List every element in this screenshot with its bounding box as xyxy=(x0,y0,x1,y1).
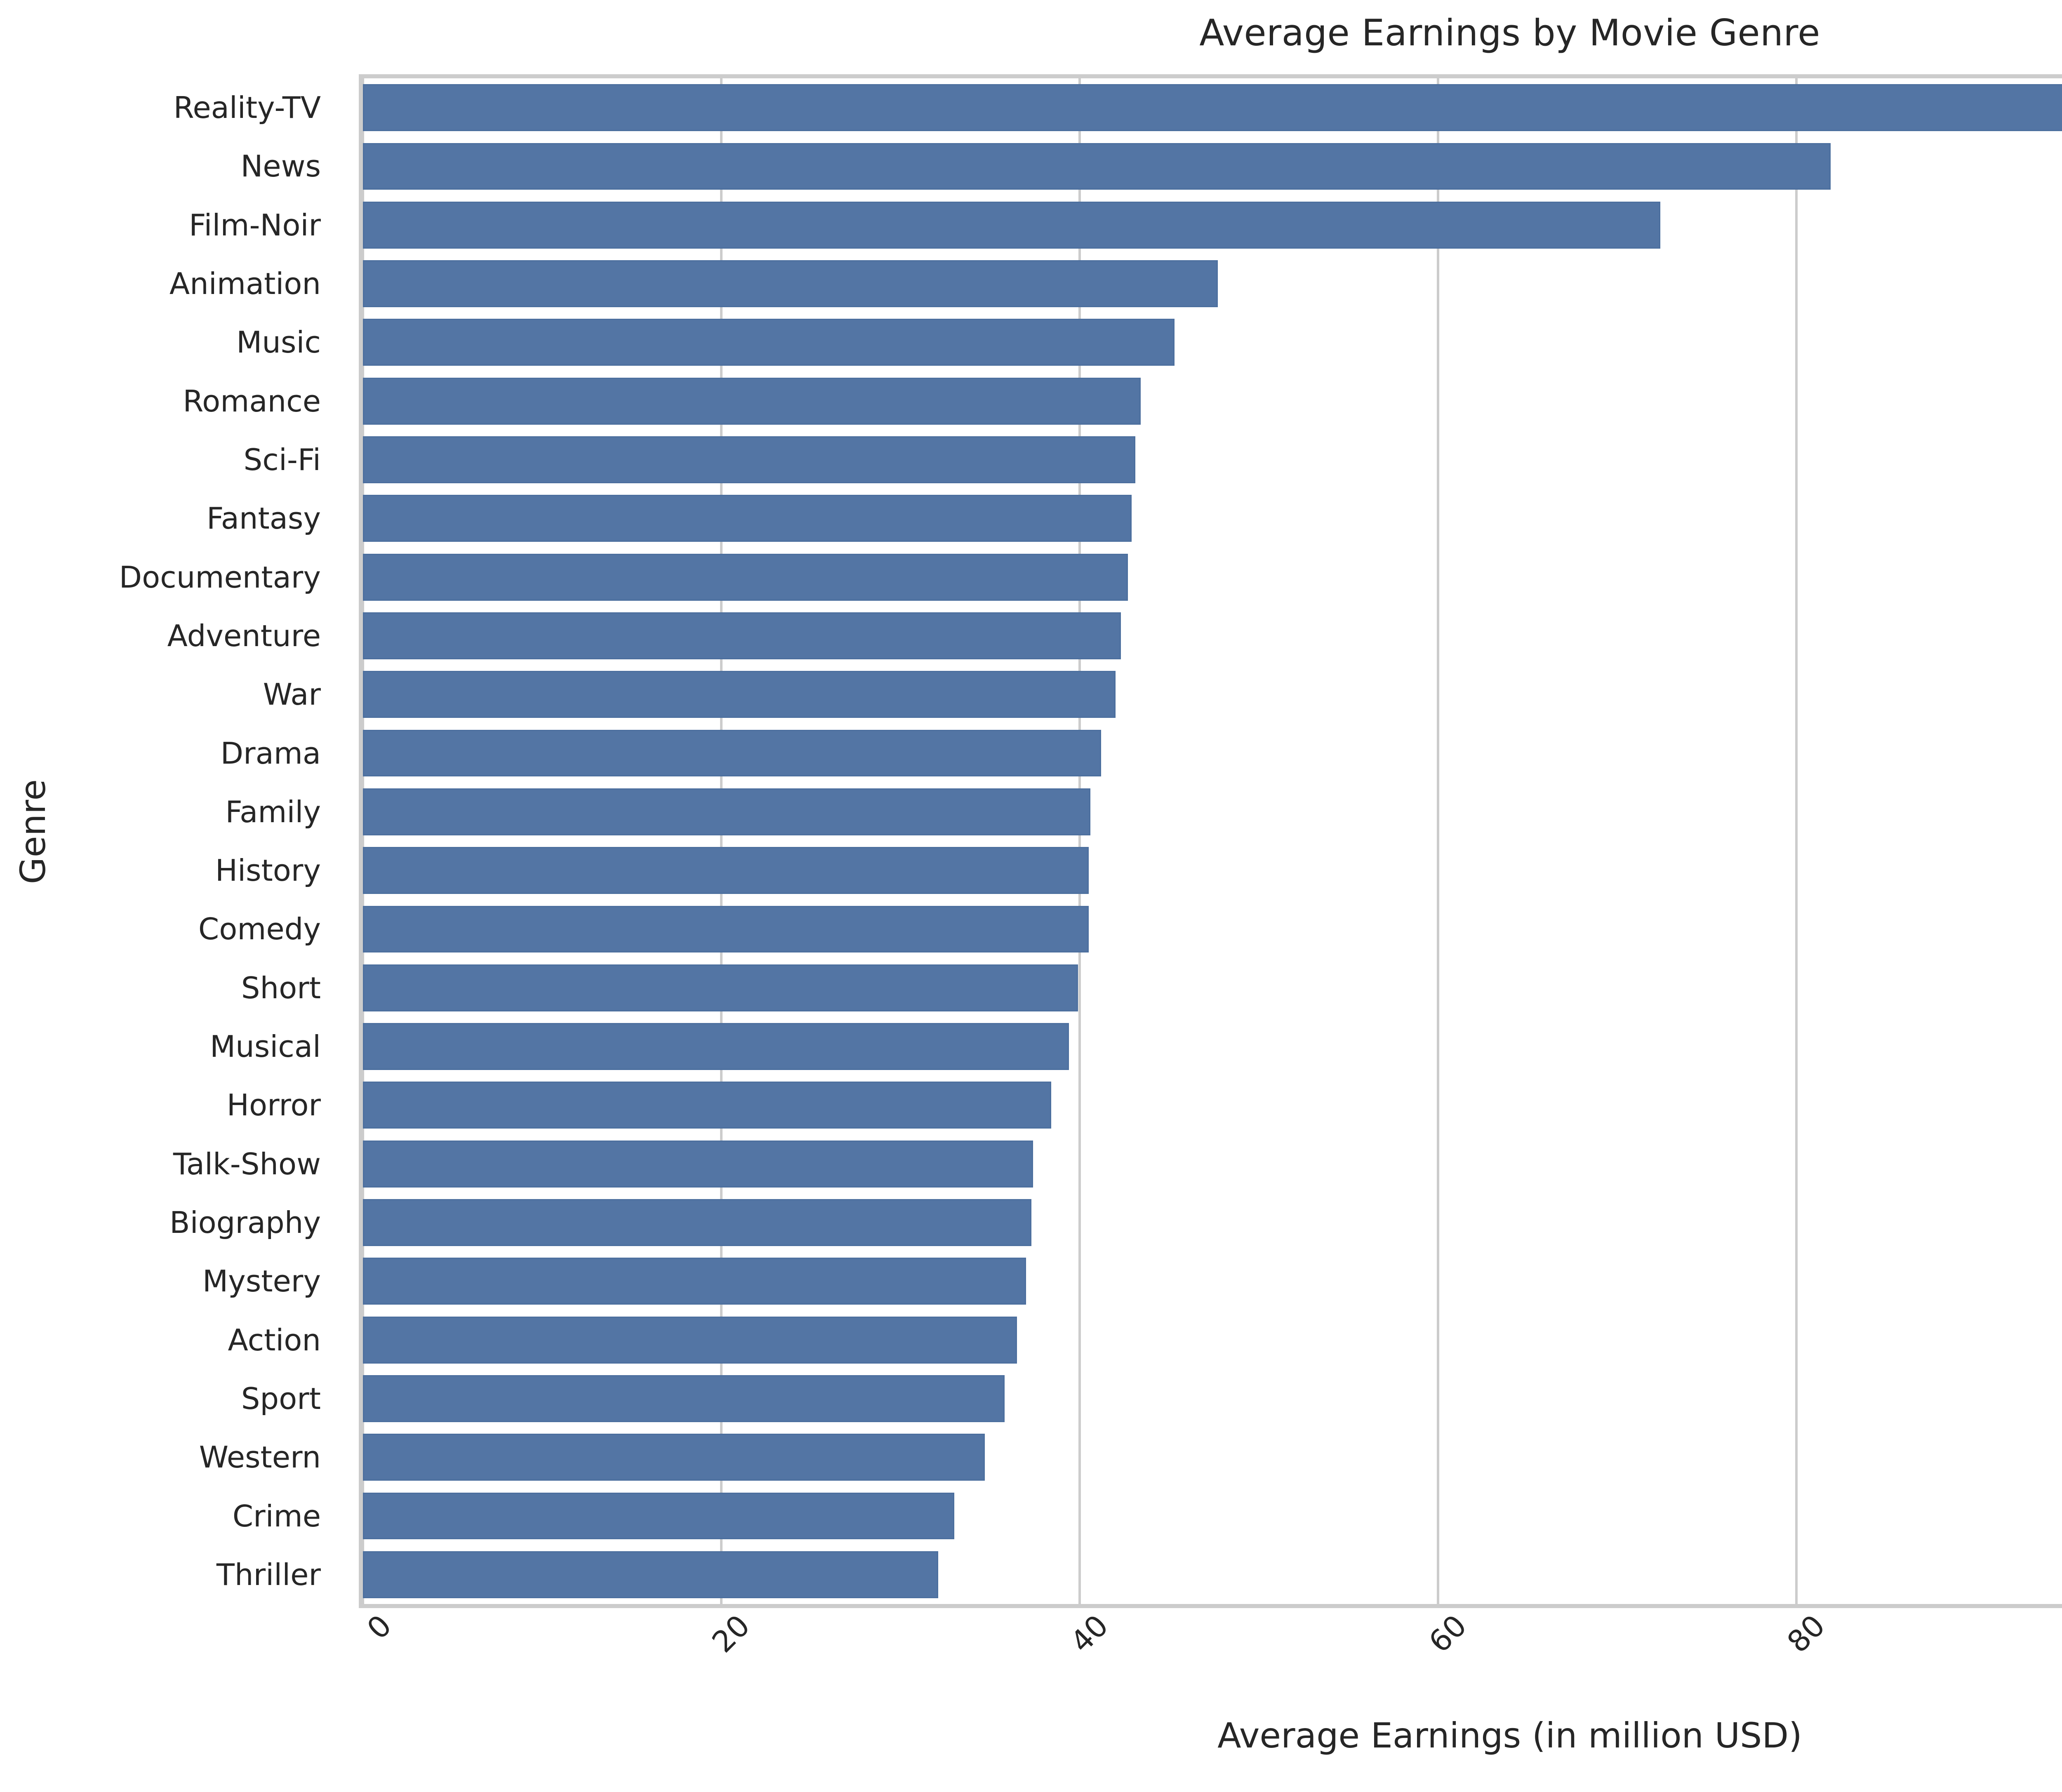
bar-row[interactable] xyxy=(363,1434,2062,1481)
bar-row[interactable] xyxy=(363,1023,2062,1070)
bar-adventure[interactable] xyxy=(363,612,1121,659)
y-tick-label-horror: Horror xyxy=(226,1088,321,1123)
bar-row[interactable] xyxy=(363,671,2062,718)
bar-row[interactable] xyxy=(363,201,2062,249)
y-axis-tick-labels: Reality-TV News Film-Noir Animation Music Rom… xyxy=(0,74,338,1608)
bar-row[interactable] xyxy=(363,1316,2062,1364)
bar-fantasy[interactable] xyxy=(363,495,1132,542)
bar-horror[interactable] xyxy=(363,1082,1051,1129)
bar-row[interactable] xyxy=(363,1199,2062,1246)
bar-row[interactable] xyxy=(363,1551,2062,1598)
bar-family[interactable] xyxy=(363,788,1091,835)
bar-mystery[interactable] xyxy=(363,1258,1026,1305)
bar-documentary[interactable] xyxy=(363,553,1128,601)
bar-row[interactable] xyxy=(363,143,2062,190)
y-tick-label-film-noir: Film-Noir xyxy=(189,207,321,242)
y-tick-label-action: Action xyxy=(228,1322,321,1357)
bar-row[interactable] xyxy=(363,436,2062,483)
chart-title: Average Earnings by Movie Genre xyxy=(1199,12,1820,54)
y-tick-label-reality-tv: Reality-TV xyxy=(173,90,321,125)
x-tick-label-0: 0 xyxy=(360,1608,398,1646)
bar-crime[interactable] xyxy=(363,1492,954,1540)
y-tick-label-comedy: Comedy xyxy=(198,912,321,947)
bar-row[interactable] xyxy=(363,612,2062,659)
bar-row[interactable] xyxy=(363,84,2062,132)
bar-animation[interactable] xyxy=(363,260,1218,307)
y-tick-label-music: Music xyxy=(236,325,321,360)
y-tick-label-romance: Romance xyxy=(183,383,321,419)
y-tick-label-western: Western xyxy=(199,1440,321,1475)
bar-sci-fi[interactable] xyxy=(363,436,1135,483)
bar-row[interactable] xyxy=(363,319,2062,366)
bar-row[interactable] xyxy=(363,905,2062,953)
y-tick-label-short: Short xyxy=(241,970,321,1005)
bar-sport[interactable] xyxy=(363,1375,1005,1422)
bar-talk-show[interactable] xyxy=(363,1140,1033,1188)
bar-row[interactable] xyxy=(363,377,2062,425)
x-tick-label-20: 20 xyxy=(705,1608,757,1660)
y-tick-label-sci-fi: Sci-Fi xyxy=(243,442,321,477)
bar-western[interactable] xyxy=(363,1434,985,1481)
y-tick-label-thriller: Thriller xyxy=(216,1557,321,1592)
bar-row[interactable] xyxy=(363,847,2062,894)
bar-romance[interactable] xyxy=(363,377,1141,425)
y-tick-label-drama: Drama xyxy=(220,736,321,771)
bar-row[interactable] xyxy=(363,788,2062,835)
bar-action[interactable] xyxy=(363,1316,1017,1364)
y-axis-title: Genre xyxy=(13,779,53,884)
y-tick-label-history: History xyxy=(215,853,321,888)
x-tick-label-80: 80 xyxy=(1780,1608,1832,1660)
y-tick-label-animation: Animation xyxy=(169,266,321,301)
bar-musical[interactable] xyxy=(363,1023,1069,1070)
y-tick-label-crime: Crime xyxy=(232,1498,321,1533)
y-tick-label-news: News xyxy=(240,149,321,184)
y-tick-label-biography: Biography xyxy=(169,1205,321,1240)
bar-drama[interactable] xyxy=(363,729,1102,777)
bar-row[interactable] xyxy=(363,1258,2062,1305)
bar-row[interactable] xyxy=(363,1492,2062,1540)
y-tick-label-fantasy: Fantasy xyxy=(206,501,321,536)
bar-row[interactable] xyxy=(363,1375,2062,1422)
bar-row[interactable] xyxy=(363,729,2062,777)
bar-row[interactable] xyxy=(363,964,2062,1011)
y-tick-label-war: War xyxy=(263,677,321,712)
bar-comedy[interactable] xyxy=(363,905,1089,953)
x-axis-tick-labels: 020406080100120 xyxy=(359,1608,2062,1707)
bar-music[interactable] xyxy=(363,319,1175,366)
bar-row[interactable] xyxy=(363,495,2062,542)
bar-short[interactable] xyxy=(363,964,1078,1011)
plot-area xyxy=(359,74,2062,1608)
y-tick-label-adventure: Adventure xyxy=(167,618,321,653)
bar-row[interactable] xyxy=(363,1082,2062,1129)
bar-film-noir[interactable] xyxy=(363,201,1660,249)
y-tick-label-talk-show: Talk-Show xyxy=(173,1146,321,1181)
x-tick-label-60: 60 xyxy=(1422,1608,1474,1660)
x-tick-label-40: 40 xyxy=(1064,1608,1115,1660)
bar-row[interactable] xyxy=(363,553,2062,601)
bar-war[interactable] xyxy=(363,671,1116,718)
y-tick-label-documentary: Documentary xyxy=(119,560,321,595)
bar-news[interactable] xyxy=(363,143,1831,190)
bar-row[interactable] xyxy=(363,1140,2062,1188)
bar-thriller[interactable] xyxy=(363,1551,938,1598)
bar-row[interactable] xyxy=(363,260,2062,307)
x-axis-title: Average Earnings (in million USD) xyxy=(1217,1715,1802,1756)
bar-reality-tv[interactable] xyxy=(363,84,2062,132)
bar-history[interactable] xyxy=(363,847,1089,894)
y-tick-label-mystery: Mystery xyxy=(202,1264,321,1299)
y-tick-label-musical: Musical xyxy=(210,1029,321,1064)
bar-biography[interactable] xyxy=(363,1199,1031,1246)
bar-series xyxy=(363,78,2062,1604)
y-tick-label-family: Family xyxy=(225,794,321,829)
y-tick-label-sport: Sport xyxy=(241,1381,321,1416)
